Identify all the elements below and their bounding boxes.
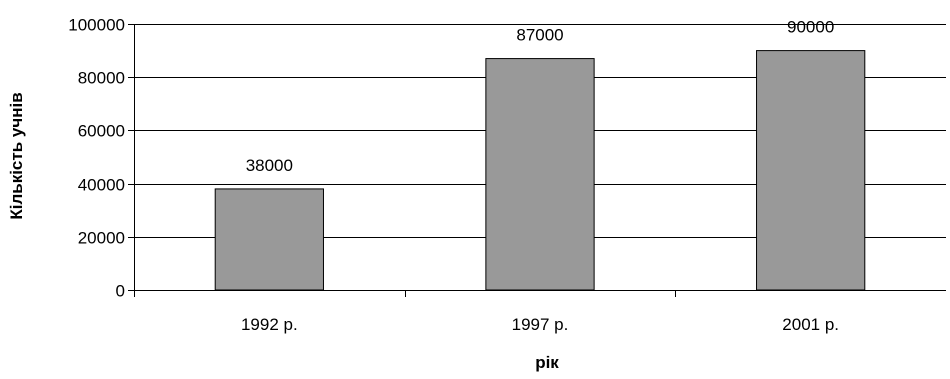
y-tick-label: 40000 xyxy=(78,176,125,195)
y-tick-label: 80000 xyxy=(78,69,125,88)
y-tick-label: 0 xyxy=(116,282,125,301)
bar xyxy=(214,188,324,291)
data-label: 38000 xyxy=(246,156,293,175)
axes xyxy=(128,24,946,297)
y-tick-label: 60000 xyxy=(78,122,125,141)
data-label: 90000 xyxy=(787,18,834,37)
x-tick-label: 1997 р. xyxy=(512,315,569,334)
y-tick-label: 100000 xyxy=(68,16,125,35)
bar xyxy=(485,58,595,291)
bar xyxy=(756,50,866,291)
data-label: 87000 xyxy=(516,26,563,45)
y-tick-label: 20000 xyxy=(78,229,125,248)
labels: 0 20000 40000 60000 80000 100000 38000 1992 р. 8… xyxy=(68,16,839,335)
y-axis-title: Кількість учнів xyxy=(7,92,26,219)
x-tick-label: 2001 р. xyxy=(782,315,839,334)
x-axis-title: рік xyxy=(535,353,559,372)
bars xyxy=(214,50,866,291)
x-tick-label: 1992 р. xyxy=(241,315,298,334)
